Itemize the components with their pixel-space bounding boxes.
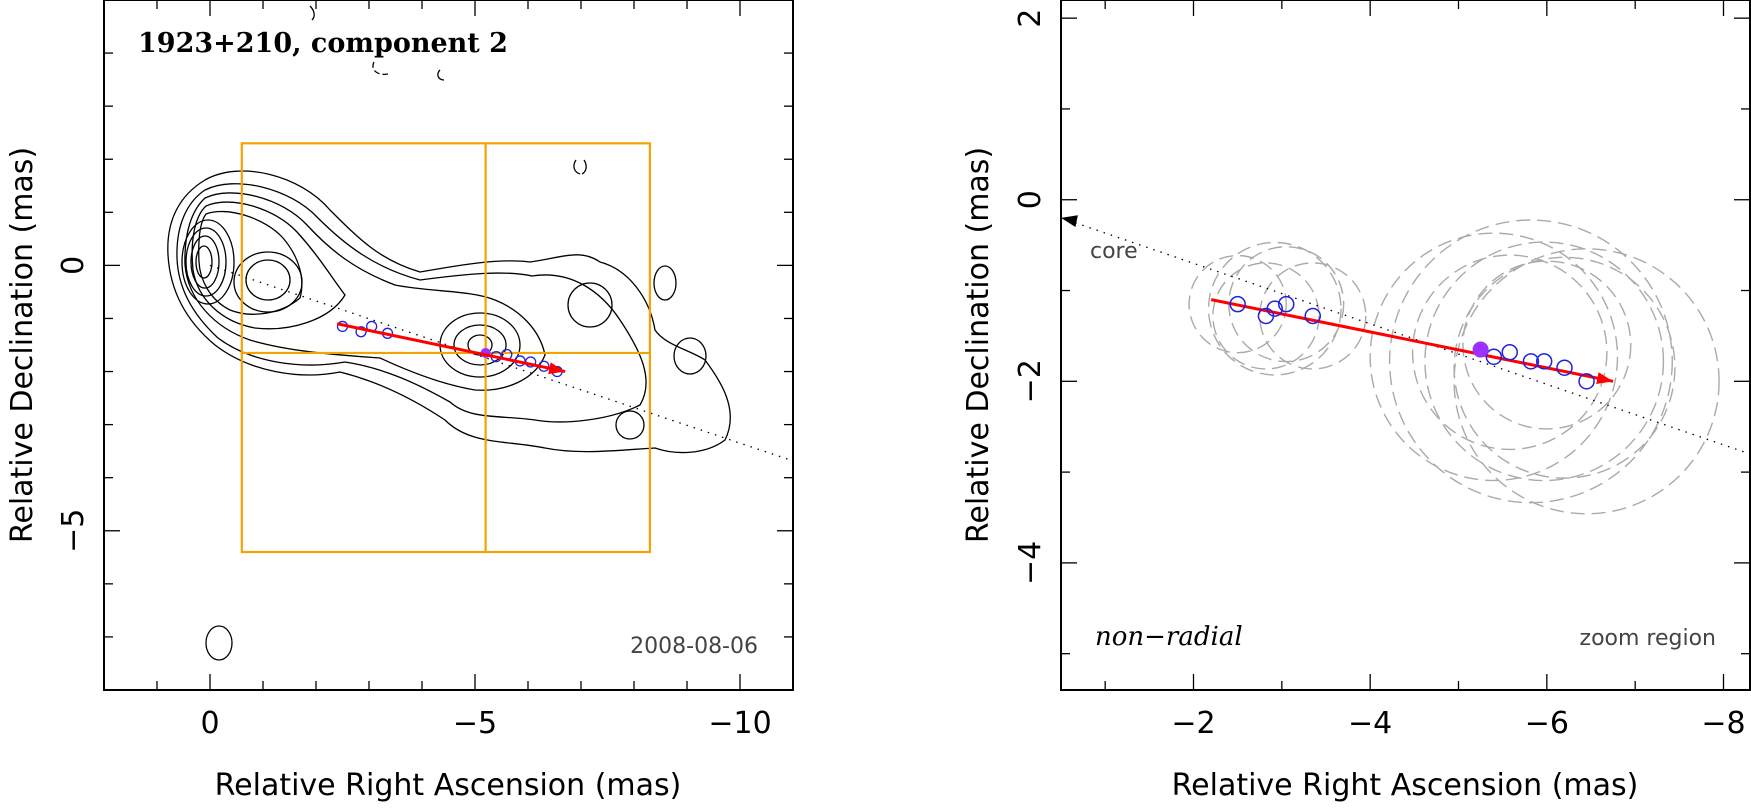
contour-blob-ne bbox=[567, 282, 613, 328]
contour-frag-2 bbox=[372, 61, 389, 76]
zoom-box bbox=[240, 142, 652, 554]
left-trajectory-shaft bbox=[336, 322, 566, 374]
x-tick-label: −5 bbox=[453, 706, 497, 741]
left-panel: 1923+210, component 2 2008-08-06 0 −5 −10 … bbox=[5, 0, 794, 803]
right-trajectory-shaft bbox=[1210, 298, 1614, 383]
contour-knot-4 bbox=[453, 324, 507, 366]
contour-core-1 bbox=[181, 219, 235, 305]
component-marker-2 bbox=[1266, 300, 1284, 317]
component-marker-7 bbox=[1522, 353, 1540, 370]
core-direction-arrow bbox=[1060, 215, 1150, 237]
fwhm-circle-11 bbox=[1462, 260, 1632, 430]
track-line bbox=[209, 264, 788, 460]
left-trajectory-head bbox=[548, 362, 566, 375]
contour-knot-2 bbox=[245, 259, 291, 301]
x-tick-label: −8 bbox=[1701, 706, 1745, 741]
zoom-box-rect bbox=[240, 142, 652, 554]
contour-blob-sw bbox=[205, 625, 233, 661]
y-tick-label: −4 bbox=[1013, 541, 1048, 585]
contour-frag-4 bbox=[573, 159, 587, 175]
trajectory-arrow bbox=[1210, 298, 1614, 385]
component-marker-3 bbox=[1278, 295, 1295, 313]
component-marker-9 bbox=[1556, 359, 1573, 376]
component-marker-5 bbox=[1485, 348, 1503, 366]
core-label: core bbox=[1090, 239, 1138, 264]
component-marker-0 bbox=[1229, 295, 1246, 313]
left-y-tick-labels: 0 −5 bbox=[56, 256, 91, 553]
track-line bbox=[1060, 217, 1751, 455]
trajectory-arrow bbox=[336, 322, 566, 375]
zoom-region-label: zoom region bbox=[1580, 626, 1716, 651]
contour-frag-3 bbox=[437, 69, 445, 81]
fwhm-circle-6 bbox=[1411, 254, 1608, 451]
contour-3 bbox=[184, 192, 546, 391]
contour-blob-se bbox=[615, 410, 645, 440]
x-tick-label: −6 bbox=[1525, 706, 1569, 741]
fwhm-circles bbox=[1188, 219, 1720, 515]
left-plot-frame bbox=[103, 0, 794, 691]
left-x-axis-label: Relative Right Ascension (mas) bbox=[215, 768, 682, 803]
component-marker-10 bbox=[1578, 373, 1595, 390]
contour-4 bbox=[191, 201, 346, 330]
component-markers bbox=[1229, 295, 1595, 390]
right-y-axis-label: Relative Declination (mas) bbox=[961, 147, 996, 543]
fwhm-circle-10 bbox=[1453, 248, 1720, 515]
component-marker-1 bbox=[355, 326, 367, 338]
contour-knot-1 bbox=[233, 251, 303, 313]
contour-blob-e2 bbox=[653, 265, 677, 301]
right-x-axis-label: Relative Right Ascension (mas) bbox=[1172, 768, 1639, 803]
x-tick-label: −2 bbox=[1171, 706, 1215, 741]
right-x-tick-labels: −2 −4 −6 −8 bbox=[1171, 706, 1745, 741]
y-tick-label: −2 bbox=[1013, 359, 1048, 403]
fwhm-circle-8 bbox=[1424, 241, 1665, 482]
fwhm-circle-9 bbox=[1453, 256, 1676, 479]
contour-5 bbox=[198, 210, 303, 315]
contour-core-3 bbox=[190, 235, 220, 289]
right-ticks bbox=[1061, 0, 1750, 690]
y-tick-label: 0 bbox=[1013, 190, 1048, 209]
fwhm-circle-7 bbox=[1388, 219, 1673, 504]
component-marker-8 bbox=[1535, 353, 1553, 370]
component-marker-6 bbox=[1501, 344, 1518, 361]
contour-core-2 bbox=[185, 227, 227, 297]
fwhm-circle-4 bbox=[1259, 262, 1367, 370]
fwhm-circle-1 bbox=[1212, 262, 1320, 370]
right-y-tick-labels: 2 0 −2 −4 bbox=[1013, 9, 1048, 585]
fwhm-circle-2 bbox=[1207, 241, 1342, 376]
contour-knot-3 bbox=[439, 312, 521, 378]
contour-map bbox=[167, 5, 731, 661]
left-y-axis-label: Relative Declination (mas) bbox=[5, 147, 40, 543]
x-tick-label: −10 bbox=[708, 706, 771, 741]
core-arrow-head bbox=[1061, 215, 1078, 227]
fwhm-circle-0 bbox=[1188, 254, 1287, 354]
right-panel: core non−radial zoom region −2 −4 −6 −8 2 0 −… bbox=[961, 0, 1751, 803]
left-ticks bbox=[104, 0, 793, 690]
component-marker-4 bbox=[1304, 307, 1321, 325]
left-x-tick-labels: 0 −5 −10 bbox=[200, 706, 771, 741]
y-tick-label: 2 bbox=[1013, 9, 1048, 28]
right-trajectory-head bbox=[1596, 372, 1614, 385]
contour-blob-e bbox=[673, 337, 707, 375]
contour-2 bbox=[176, 183, 647, 423]
contour-frag-1 bbox=[309, 5, 315, 21]
right-plot-frame bbox=[1060, 0, 1751, 691]
fwhm-circle-5 bbox=[1369, 232, 1619, 482]
y-tick-label: −5 bbox=[56, 509, 91, 553]
left-title: 1923+210, component 2 bbox=[138, 28, 508, 59]
x-tick-label: 0 bbox=[200, 706, 219, 741]
x-tick-label: −4 bbox=[1348, 706, 1392, 741]
current-component-marker bbox=[1472, 341, 1489, 358]
motion-type-label: non−radial bbox=[1095, 622, 1243, 652]
y-tick-label: 0 bbox=[56, 256, 91, 275]
contour-core-4 bbox=[195, 245, 213, 279]
epoch-label: 2008-08-06 bbox=[630, 634, 758, 659]
contour-outer bbox=[167, 170, 731, 454]
